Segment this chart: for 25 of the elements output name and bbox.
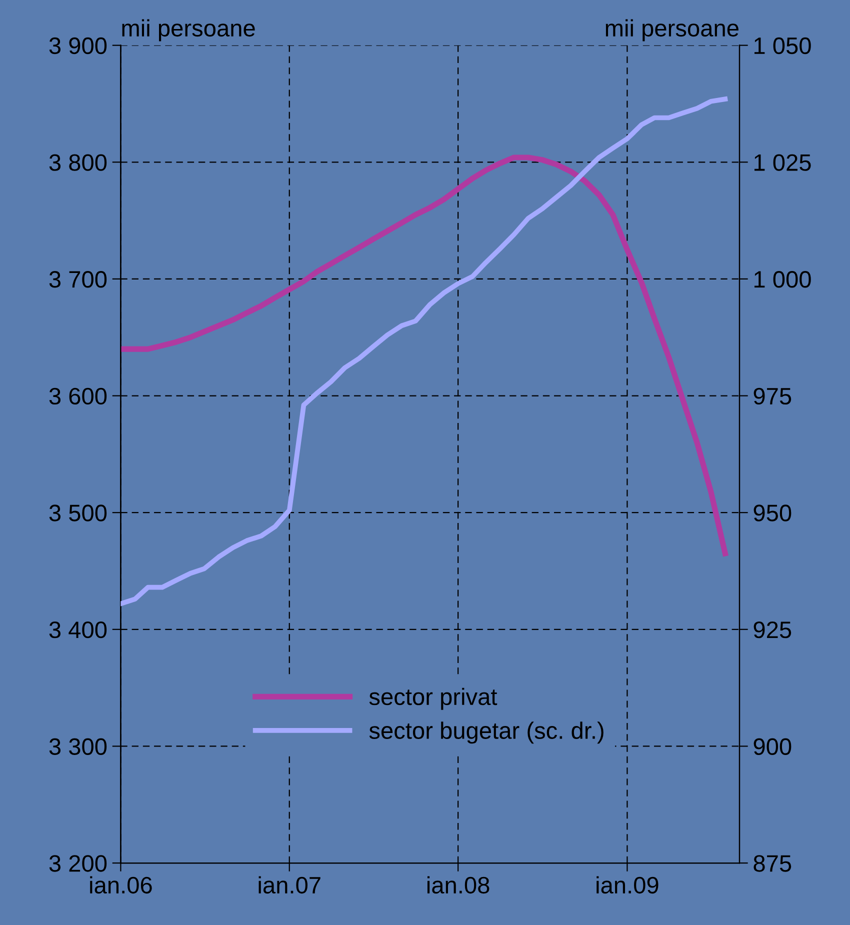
y-tick-label: 3 400 [49,621,107,638]
x-tick-label: ian.09 [596,876,658,894]
y-tick-label: 3 700 [49,271,107,288]
y2-tick-label: 875 [754,855,792,872]
y-tick-label: 3 300 [49,738,107,755]
x-tick-label: ian.08 [427,876,490,894]
y-tick-label: 3 600 [49,388,107,405]
y2-tick-label: 950 [754,504,792,522]
y2-axis-title: mii persoane [606,19,738,42]
y-tick-label: 3 900 [49,37,107,54]
y-tick-label: 3 500 [49,504,107,522]
line-series [120,96,728,606]
y2-tick-label: 900 [754,738,792,755]
y2-tick-label: 1 050 [754,37,811,54]
y-tick-label: 3 800 [49,154,107,171]
y2-tick-label: 975 [754,388,792,405]
y2-tick-label: 925 [754,621,792,638]
legend-label: sector privat [369,688,498,710]
legend-label: sector bugetar (sc. dr.) [369,722,604,744]
y2-tick-label: 1 025 [754,154,811,171]
y-axis-title: mii persoane [122,19,255,42]
y2-tick-label: 1 000 [754,271,811,288]
x-tick-label: ian.06 [90,876,152,894]
x-tick-label: ian.07 [258,876,320,894]
y-tick-label: 3 200 [49,855,107,872]
